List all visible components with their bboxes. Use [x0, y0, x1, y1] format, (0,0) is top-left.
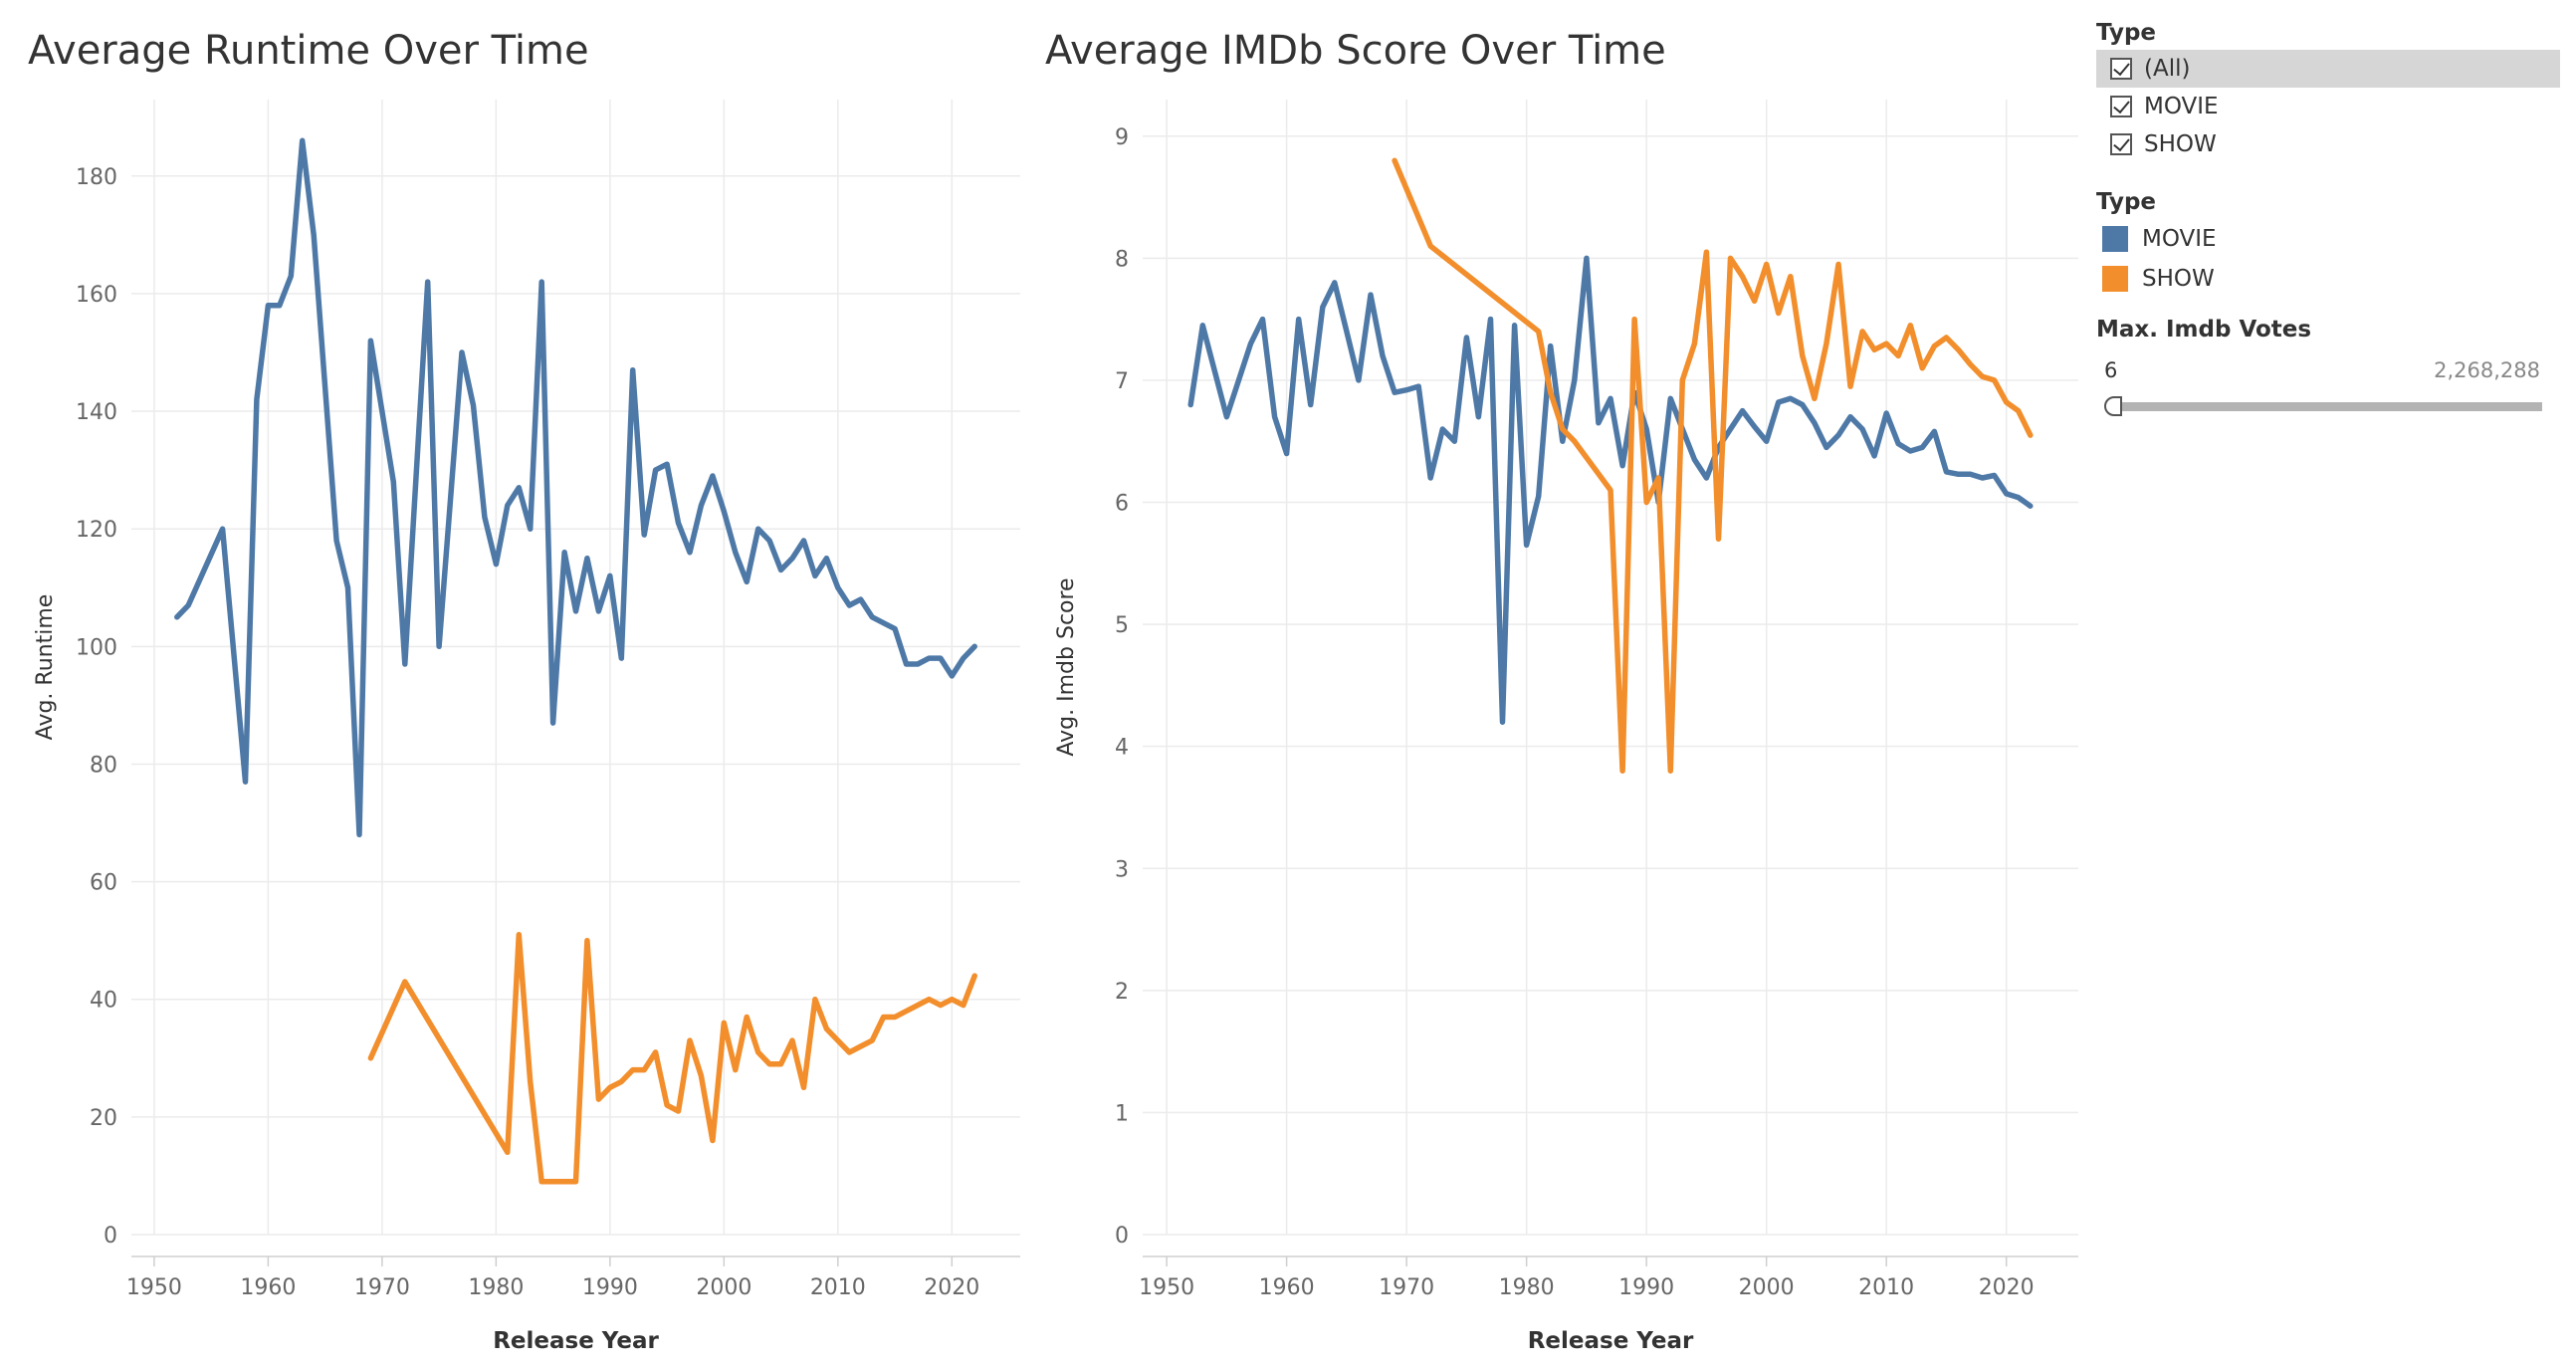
filter-item-show[interactable]: SHOW: [2096, 125, 2560, 163]
x-tick-label: 2020: [1979, 1275, 2035, 1300]
y-tick-label: 100: [76, 635, 117, 660]
y-tick-label: 6: [1115, 492, 1129, 517]
x-tick-label: 1950: [1139, 1275, 1194, 1300]
y-tick-label: 40: [90, 989, 117, 1014]
y-tick-label: 3: [1115, 857, 1129, 882]
y-tick-label: 140: [76, 400, 117, 425]
filter-label-show: SHOW: [2144, 131, 2217, 157]
slider-min-label: 6: [2104, 358, 2118, 382]
color-legend-title: Type: [2096, 189, 2157, 215]
y-tick-label: 160: [76, 283, 117, 308]
y-tick-label: 180: [76, 165, 117, 190]
x-tick-label: 1990: [582, 1275, 638, 1300]
runtime-chart: 0 20 40 60 80 100 120 140 160 180 1950 1960 1970 1980…: [33, 100, 1020, 1354]
y-tick-label: 5: [1115, 613, 1129, 638]
legend-item-movie[interactable]: MOVIE: [2096, 219, 2560, 259]
votes-slider-title: Max. Imdb Votes: [2096, 317, 2312, 342]
checkbox-movie[interactable]: [2110, 96, 2132, 117]
checkbox-all[interactable]: [2110, 58, 2132, 80]
legend-label-movie: MOVIE: [2142, 226, 2217, 252]
series-line-show: [1392, 157, 2034, 774]
x-tick-label: 1960: [1259, 1275, 1315, 1300]
y-tick-label: 4: [1115, 736, 1129, 761]
x-axis-title: Release Year: [493, 1328, 659, 1354]
slider-track[interactable]: [2112, 402, 2542, 411]
y-tick-label: 0: [1115, 1224, 1129, 1249]
y-tick-label: 120: [76, 518, 117, 543]
x-tick-label: 1990: [1618, 1275, 1674, 1300]
x-tick-label: 2000: [1739, 1275, 1795, 1300]
x-tick-label: 1960: [240, 1275, 296, 1300]
filter-item-all[interactable]: (All): [2096, 50, 2560, 88]
y-axis-title: Avg. Imdb Score: [1054, 577, 1079, 756]
filter-item-movie[interactable]: MOVIE: [2096, 88, 2560, 125]
filter-label-all: (All): [2144, 56, 2191, 82]
votes-slider[interactable]: [2104, 390, 2542, 420]
legend-swatch-movie: [2102, 226, 2128, 252]
type-filter-title: Type: [2096, 20, 2157, 46]
slider-range-labels: 6 2,268,288: [2096, 358, 2560, 382]
y-tick-label: 2: [1115, 980, 1129, 1005]
series-line-movie: [174, 137, 977, 838]
legend-swatch-show: [2102, 266, 2128, 292]
filter-label-movie: MOVIE: [2144, 94, 2219, 119]
y-tick-label: 0: [104, 1224, 117, 1249]
x-tick-label: 1970: [354, 1275, 410, 1300]
x-tick-label: 1980: [1499, 1275, 1555, 1300]
y-tick-label: 60: [90, 871, 117, 896]
side-panel: Type (All) MOVIE SHOW Type MOVIE SHOW Ma…: [2096, 16, 2560, 420]
legend-item-show[interactable]: SHOW: [2096, 259, 2560, 299]
y-axis-title: Avg. Runtime: [33, 594, 58, 741]
y-tick-label: 7: [1115, 369, 1129, 394]
y-tick-label: 1: [1115, 1101, 1129, 1126]
x-tick-label: 1950: [126, 1275, 182, 1300]
x-tick-label: 1970: [1379, 1275, 1434, 1300]
x-tick-label: 2010: [810, 1275, 866, 1300]
slider-max-label: 2,268,288: [2434, 358, 2540, 382]
x-tick-label: 1980: [468, 1275, 524, 1300]
x-tick-label: 2020: [924, 1275, 979, 1300]
series-line-show: [367, 932, 977, 1185]
legend-label-show: SHOW: [2142, 266, 2215, 292]
x-tick-label: 2010: [1858, 1275, 1914, 1300]
y-tick-label: 20: [90, 1106, 117, 1131]
imdb-score-chart: 0 1 2 3 4 5 6 7 8 9 1950 1960 1970 1980 1990 2000 2010 20…: [1054, 100, 2078, 1354]
series-line-movie: [1187, 255, 2034, 725]
x-axis-title: Release Year: [1528, 1328, 1694, 1354]
chart-title-imdb: Average IMDb Score Over Time: [1045, 28, 1666, 74]
x-tick-label: 2000: [696, 1275, 751, 1300]
slider-handle[interactable]: [2104, 396, 2122, 416]
chart-title-runtime: Average Runtime Over Time: [28, 28, 589, 74]
y-tick-label: 8: [1115, 247, 1129, 272]
checkbox-show[interactable]: [2110, 133, 2132, 155]
y-tick-label: 9: [1115, 125, 1129, 150]
y-tick-label: 80: [90, 753, 117, 778]
